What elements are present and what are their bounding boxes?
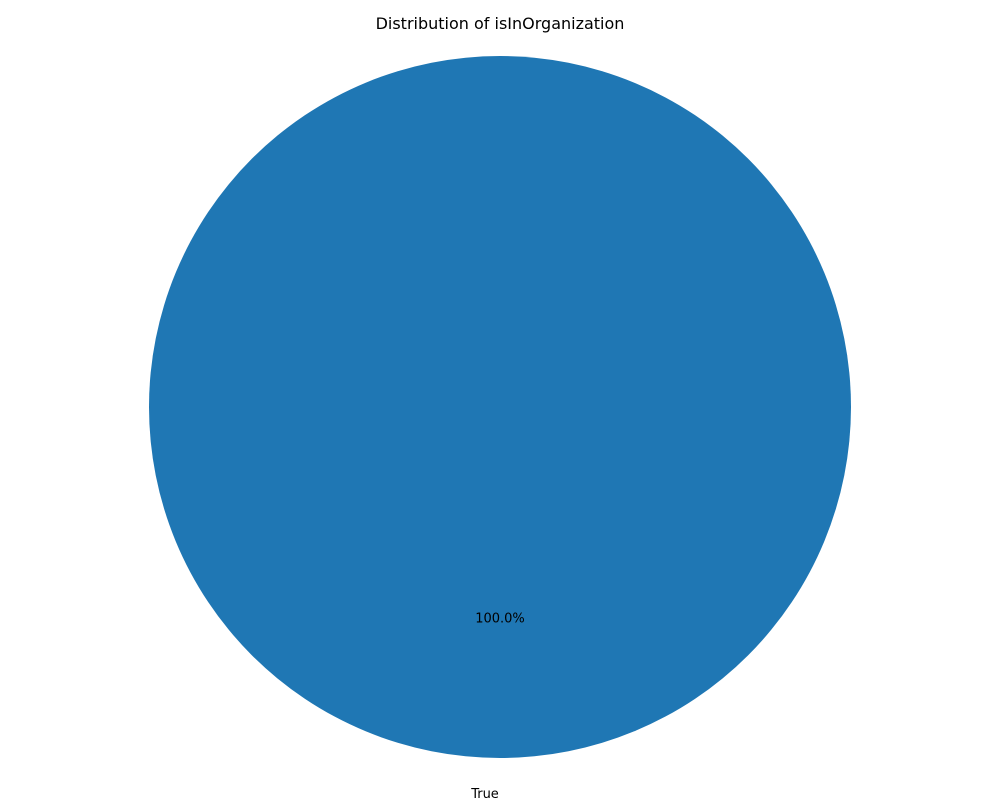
chart-title: Distribution of isInOrganization <box>376 14 625 33</box>
pie-slice-percent-label: 100.0% <box>475 612 525 627</box>
pie-slice-true <box>149 56 851 758</box>
pie-slice-label: True <box>470 787 499 800</box>
pie-labels: True 100.0% <box>470 612 525 800</box>
pie-slices <box>149 56 851 758</box>
